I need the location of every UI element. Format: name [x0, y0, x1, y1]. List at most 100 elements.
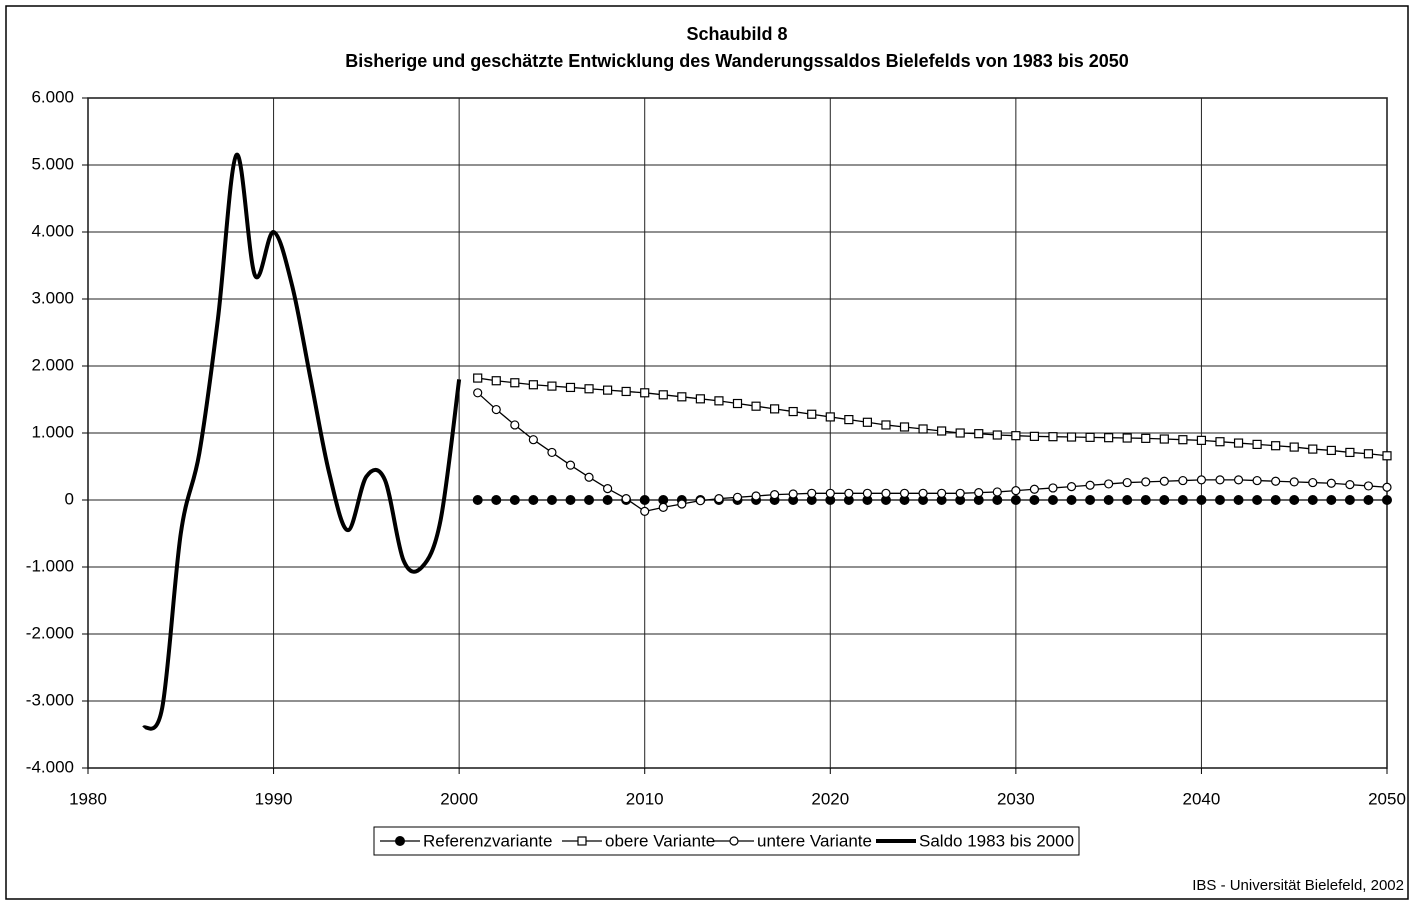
marker	[1382, 495, 1392, 505]
marker	[918, 495, 929, 505]
marker	[547, 381, 557, 391]
marker	[602, 385, 613, 395]
legend-label: obere Variante	[605, 831, 715, 850]
marker	[658, 390, 668, 400]
marker	[714, 396, 724, 406]
marker	[937, 426, 947, 436]
x-tick-label: 2000	[440, 789, 478, 808]
marker	[1289, 477, 1299, 487]
marker	[1233, 495, 1244, 505]
y-tick-label: 4.000	[31, 221, 74, 240]
marker	[862, 417, 873, 427]
marker	[973, 495, 984, 505]
marker	[1141, 433, 1151, 443]
x-tick-label: 1980	[69, 789, 107, 808]
marker	[491, 376, 501, 386]
marker	[584, 472, 594, 482]
y-tick-label: -3.000	[26, 690, 74, 709]
marker	[1308, 444, 1318, 454]
marker	[1289, 442, 1299, 452]
legend-label: Referenzvariante	[423, 831, 552, 850]
marker	[714, 494, 724, 504]
marker	[1345, 447, 1355, 458]
marker	[732, 398, 743, 409]
marker	[807, 409, 817, 419]
marker	[992, 487, 1002, 497]
legend-label: Saldo 1983 bis 2000	[919, 831, 1074, 850]
legend-label: untere Variante	[757, 831, 872, 850]
marker	[1307, 495, 1318, 505]
marker	[695, 496, 705, 506]
series-line	[477, 392, 1388, 513]
marker	[1047, 495, 1058, 505]
marker	[1382, 482, 1392, 492]
marker	[1104, 433, 1114, 443]
marker	[1140, 495, 1151, 505]
marker	[547, 447, 557, 458]
marker	[1252, 439, 1262, 449]
marker	[1159, 476, 1169, 486]
x-tick-label: 2050	[1368, 789, 1406, 808]
marker	[844, 415, 854, 425]
y-tick-label: 1.000	[31, 422, 74, 441]
marker	[770, 404, 780, 414]
marker	[1233, 438, 1244, 448]
chart-title: Schaubild 8	[686, 24, 787, 44]
marker	[1141, 477, 1151, 487]
marker	[621, 494, 631, 504]
marker	[473, 373, 483, 383]
marker	[881, 420, 891, 430]
marker	[955, 495, 966, 505]
marker	[1270, 495, 1281, 505]
marker	[1326, 478, 1336, 488]
marker	[936, 495, 947, 505]
marker	[1066, 432, 1077, 442]
marker	[1178, 435, 1188, 445]
marker	[729, 836, 739, 846]
marker	[577, 836, 587, 846]
marker	[1066, 482, 1077, 492]
marker	[788, 406, 798, 417]
marker	[640, 388, 650, 398]
series-line	[477, 377, 1388, 457]
marker	[732, 492, 743, 502]
marker	[1271, 476, 1281, 486]
marker	[1048, 432, 1058, 442]
marker	[881, 488, 891, 498]
chart-subtitle: Bisherige und geschätzte Entwicklung des…	[345, 51, 1129, 71]
x-tick-label: 2020	[811, 789, 849, 808]
marker	[1233, 475, 1244, 485]
marker	[640, 506, 650, 516]
marker	[844, 488, 854, 498]
marker	[1196, 435, 1207, 445]
marker	[1085, 480, 1095, 490]
marker	[510, 420, 520, 430]
marker	[528, 435, 538, 445]
marker	[751, 401, 761, 411]
marker	[751, 491, 761, 501]
marker	[974, 429, 984, 439]
y-tick-label: 0	[65, 489, 74, 508]
marker	[862, 488, 873, 498]
marker	[1122, 477, 1132, 488]
marker	[1159, 495, 1170, 505]
marker	[918, 488, 928, 498]
marker	[1363, 495, 1374, 505]
marker	[1177, 495, 1188, 505]
y-tick-label: 3.000	[31, 288, 74, 307]
y-tick-label: 2.000	[31, 355, 74, 374]
marker	[1029, 484, 1040, 494]
marker	[510, 378, 520, 388]
marker	[1085, 495, 1096, 505]
marker	[565, 382, 576, 393]
y-tick-label: -1.000	[26, 556, 74, 575]
marker	[565, 460, 576, 470]
marker	[1363, 449, 1374, 459]
marker	[528, 380, 538, 390]
marker	[955, 428, 965, 438]
marker	[1326, 445, 1336, 456]
marker	[770, 490, 780, 500]
x-tick-label: 2040	[1183, 789, 1221, 808]
marker	[1029, 495, 1040, 505]
